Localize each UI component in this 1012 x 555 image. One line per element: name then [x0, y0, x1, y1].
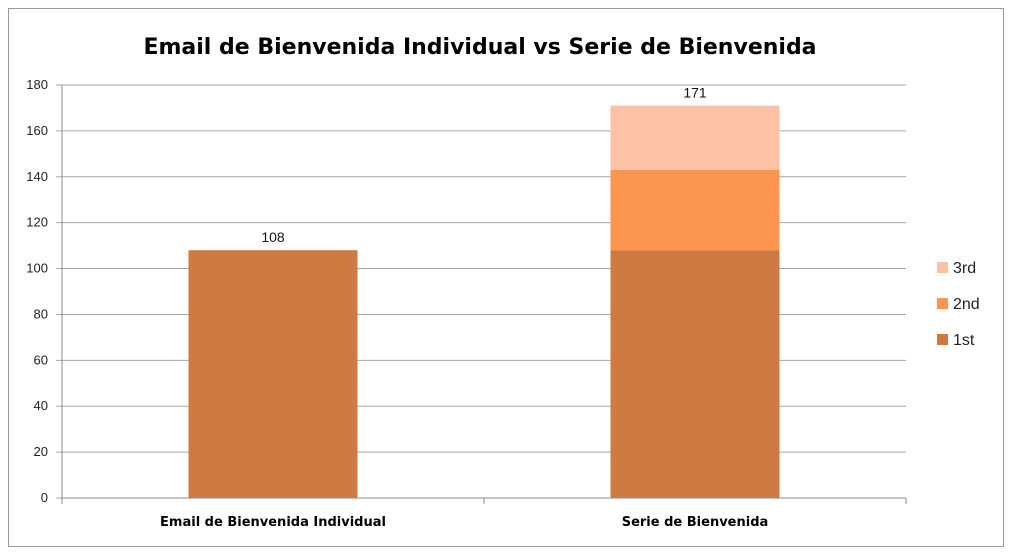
chart-frame: [8, 8, 1004, 547]
bar-segment-1st: [610, 250, 780, 498]
y-tick-label: 60: [34, 352, 48, 367]
y-tick-label: 160: [26, 123, 48, 138]
y-tick-label: 100: [26, 261, 48, 276]
legend-label-2nd: 2nd: [953, 296, 980, 313]
x-category-label: Email de Bienvenida Individual: [160, 515, 386, 530]
y-tick-label: 40: [34, 398, 48, 413]
y-tick-label: 0: [41, 490, 48, 505]
chart-title: Email de Bienvenida Individual vs Serie …: [143, 35, 816, 60]
legend-swatch-2nd: [937, 298, 948, 309]
bars: [188, 105, 780, 498]
y-tick-label: 120: [26, 215, 48, 230]
total-data-label: 108: [261, 229, 285, 245]
legend-label-3rd: 3rd: [953, 260, 976, 277]
bar-segment-2nd: [610, 169, 780, 251]
legend-label-1st: 1st: [953, 332, 975, 349]
data-labels: 108 171: [261, 85, 707, 246]
y-tick-label: 140: [26, 169, 48, 184]
legend: 3rd 2nd 1st: [937, 260, 980, 349]
x-category-label: Serie de Bienvenida: [622, 515, 769, 530]
y-tick-label: 80: [34, 306, 48, 321]
legend-swatch-1st: [937, 334, 948, 345]
total-data-label: 171: [683, 85, 707, 101]
y-tick-label: 180: [26, 77, 48, 92]
bar-segment-3rd: [610, 105, 780, 170]
y-tick-label: 20: [34, 444, 48, 459]
bar-segment-1st: [188, 250, 358, 498]
legend-swatch-3rd: [937, 262, 948, 273]
